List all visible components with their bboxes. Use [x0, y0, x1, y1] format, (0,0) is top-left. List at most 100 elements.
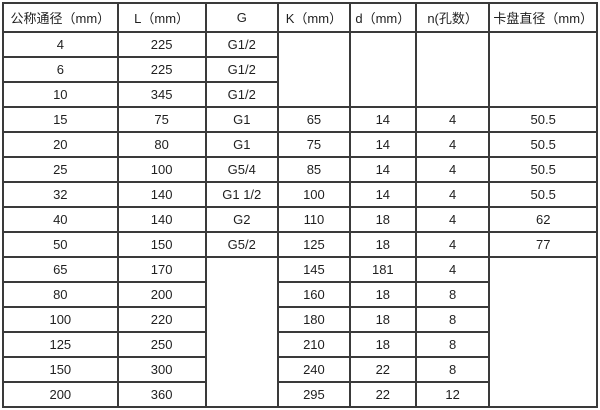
table-cell: 14 [348, 106, 417, 133]
table-cell: 4 [414, 206, 491, 233]
table-cell: 4 [414, 106, 491, 133]
table-cell: 80 [116, 131, 207, 158]
table-cell: 18 [348, 281, 417, 308]
table-cell: 77 [488, 231, 598, 258]
table-cell: 125 [277, 231, 351, 258]
table-row: 125 250 210 18 8 [2, 331, 597, 358]
table-cell [414, 31, 491, 108]
table-cell: G1 1/2 [204, 181, 280, 208]
table-cell: 14 [348, 131, 417, 158]
table-row: 100 220 180 18 8 [2, 306, 597, 333]
table-cell: 18 [348, 231, 417, 258]
table-cell: 18 [348, 331, 417, 358]
table-cell: 75 [277, 131, 351, 158]
table-cell: 125 [2, 331, 119, 358]
table-cell: 140 [116, 206, 207, 233]
table-cell: 180 [277, 306, 351, 333]
table-row: 25 100 G5/4 85 14 4 50.5 [2, 156, 598, 183]
table-cell: 20 [2, 131, 119, 158]
table-cell: 62 [488, 206, 598, 233]
table-cell: 4 [414, 256, 491, 283]
table-cell: 22 [348, 356, 417, 383]
table-body: 4 225 G1/2 6 225 G1/2 10 345 G1/2 15 75 G1 65 14 4 50.5… [2, 31, 598, 408]
table-cell: 200 [116, 281, 207, 308]
table-cell: G1/2 [204, 31, 280, 58]
table-cell: 160 [277, 281, 351, 308]
table-cell: G1/2 [204, 56, 280, 83]
table-cell: 100 [277, 181, 351, 208]
header-cell: n(孔数） [414, 2, 491, 33]
table-cell: 50.5 [488, 181, 598, 208]
table-cell: 18 [348, 206, 417, 233]
table-cell: 360 [116, 381, 207, 408]
table-cell: 4 [414, 181, 491, 208]
table-cell: 50.5 [488, 131, 598, 158]
table-cell: 22 [348, 381, 417, 408]
table-cell: 220 [116, 306, 207, 333]
table-cell: 4 [414, 131, 491, 158]
table-row: 200 360 295 22 12 [2, 381, 597, 408]
table-cell: 145 [277, 256, 351, 283]
table-cell: 250 [116, 331, 207, 358]
table-cell: 295 [277, 381, 351, 408]
table-cell: 210 [277, 331, 351, 358]
table-row: 10 345 G1/2 [2, 81, 597, 108]
table-cell: 32 [2, 181, 119, 208]
table-cell: G1/2 [204, 81, 280, 108]
table-cell: 345 [116, 81, 207, 108]
table-cell: 50.5 [488, 106, 598, 133]
table-cell: 100 [116, 156, 207, 183]
table-cell: G1 [204, 131, 280, 158]
table-row: 65 170 145 181 4 [2, 256, 598, 408]
table-cell: 50.5 [488, 156, 598, 183]
table-cell: 65 [2, 256, 119, 283]
table-row: 80 200 160 18 8 [2, 281, 597, 308]
table-cell: 14 [348, 156, 417, 183]
header-cell: d（mm） [348, 2, 417, 33]
table-cell: 225 [116, 56, 207, 83]
table-cell: 10 [2, 81, 119, 108]
table-cell [277, 31, 351, 108]
table-header: 公称通径（mm） L（mm） G K（mm） d（mm） n(孔数） 卡盘直径（mm） [2, 2, 598, 33]
table-cell: 8 [414, 331, 491, 358]
table-header-row: 公称通径（mm） L（mm） G K（mm） d（mm） n(孔数） 卡盘直径（mm） [2, 2, 598, 33]
table-cell: 8 [414, 306, 491, 333]
table-cell: G5/4 [204, 156, 280, 183]
table-cell: 8 [414, 356, 491, 383]
table-cell: 181 [348, 256, 417, 283]
table-cell: 110 [277, 206, 351, 233]
table-row: 32 140 G1 1/2 100 14 4 50.5 [2, 181, 598, 208]
table-cell: 240 [277, 356, 351, 383]
table-cell: 40 [2, 206, 119, 233]
table-cell: 4 [414, 156, 491, 183]
header-cell: K（mm） [277, 2, 351, 33]
table-cell: 100 [2, 306, 119, 333]
table-cell [488, 31, 598, 108]
table-row: 6 225 G1/2 [2, 56, 597, 83]
table-row: 40 140 G2 110 18 4 62 [2, 206, 598, 233]
table-row: 4 225 G1/2 [2, 31, 598, 108]
table-row: 20 80 G1 75 14 4 50.5 [2, 131, 598, 158]
table-cell: 25 [2, 156, 119, 183]
table-cell: 150 [2, 356, 119, 383]
table-cell: 80 [2, 281, 119, 308]
table-cell [488, 256, 598, 408]
table-cell: 225 [116, 31, 207, 58]
header-cell: 卡盘直径（mm） [488, 2, 598, 33]
table-cell: 75 [116, 106, 207, 133]
table-row: 50 150 G5/2 125 18 4 77 [2, 231, 598, 258]
header-cell: G [204, 2, 280, 33]
table-cell [348, 31, 417, 108]
table-cell: 4 [2, 31, 119, 58]
table-cell: 200 [2, 381, 119, 408]
table-cell: 85 [277, 156, 351, 183]
table-row: 150 300 240 22 8 [2, 356, 597, 383]
table-cell: 65 [277, 106, 351, 133]
table-cell [204, 256, 280, 408]
table-cell: G2 [204, 206, 280, 233]
table-cell: 300 [116, 356, 207, 383]
table-row: 15 75 G1 65 14 4 50.5 [2, 106, 598, 133]
table-cell: 18 [348, 306, 417, 333]
